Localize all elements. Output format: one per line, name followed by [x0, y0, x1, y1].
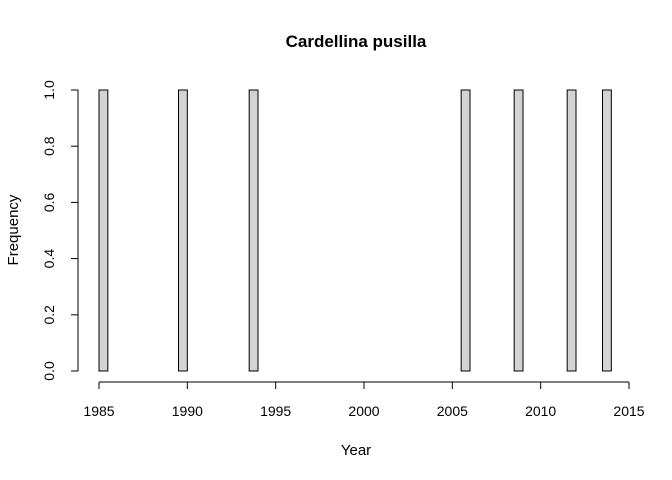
- x-axis-title: Year: [341, 442, 371, 459]
- histogram-bar: [98, 89, 109, 372]
- histogram-bar: [566, 89, 577, 372]
- histogram-bar: [602, 89, 612, 372]
- y-axis: 0.0 0.2 0.4 0.6 0.8 1.0: [41, 80, 79, 381]
- x-tick-label: 2000: [348, 403, 379, 419]
- x-tick-label: 1985: [83, 403, 114, 419]
- histogram-bar: [513, 89, 524, 372]
- x-axis: 1985 1990 1995 2000 2005 2010 2015: [83, 381, 645, 419]
- x-tick-label: 1990: [172, 403, 203, 419]
- y-tick-label: 0.8: [41, 136, 57, 156]
- y-tick-label: 1.0: [41, 80, 57, 100]
- x-tick-label: 2010: [525, 403, 556, 419]
- x-tick-label: 2015: [613, 403, 644, 419]
- x-tick-label: 1995: [260, 403, 291, 419]
- bars-group: [98, 89, 612, 372]
- y-tick-label: 0.0: [41, 361, 57, 381]
- x-tick-label: 2005: [437, 403, 468, 419]
- y-tick-label: 0.6: [41, 192, 57, 212]
- chart-title: Cardellina pusilla: [286, 32, 427, 51]
- y-tick-label: 0.2: [41, 305, 57, 325]
- y-axis-title: Frequency: [5, 194, 22, 265]
- histogram-bar: [178, 89, 188, 372]
- y-tick-label: 0.4: [41, 249, 57, 269]
- histogram-bar: [460, 89, 471, 372]
- histogram-bar: [248, 89, 259, 372]
